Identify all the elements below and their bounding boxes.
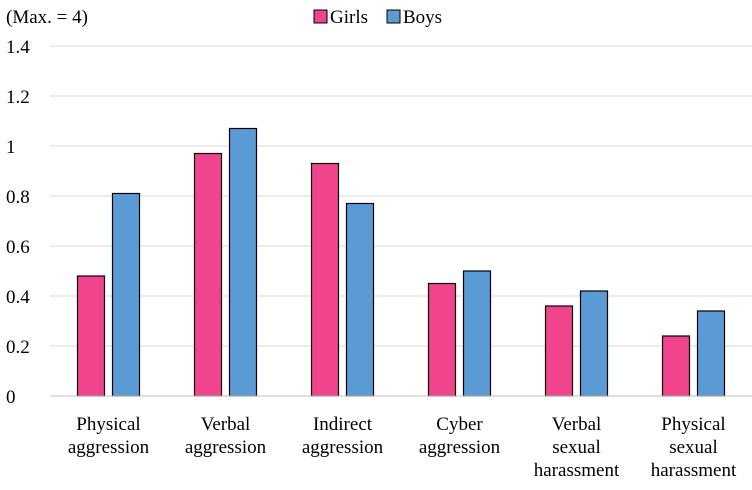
legend-swatch-girls xyxy=(313,9,328,24)
y-tick-label: 0.2 xyxy=(6,337,30,358)
bar-girls xyxy=(76,275,106,397)
x-category-label: Physical aggression xyxy=(68,414,150,458)
x-category-label: Physical sexual harassment xyxy=(651,414,737,481)
bar-boys xyxy=(696,310,726,397)
y-tick-label: 0.4 xyxy=(6,287,30,308)
y-tick-label: 0.6 xyxy=(6,237,30,258)
y-tick-label: 1.4 xyxy=(6,37,30,58)
bar-boys xyxy=(579,290,609,397)
legend: Girls Boys xyxy=(313,7,442,28)
x-category-label: Verbal aggression xyxy=(185,414,267,458)
gridlines xyxy=(50,45,752,347)
legend-swatch-boys xyxy=(386,9,401,24)
bar-girls xyxy=(310,162,340,397)
bar-girls xyxy=(193,152,223,397)
y-tick-label: 0 xyxy=(6,387,16,408)
unit-note: (Max. = 4) xyxy=(6,7,88,28)
y-tick-label: 1 xyxy=(6,137,16,158)
bars xyxy=(76,127,726,397)
bar-boys xyxy=(111,192,141,397)
bar-girls xyxy=(427,282,457,397)
y-tick-label: 1.2 xyxy=(6,87,30,108)
bar-boys xyxy=(345,202,375,397)
x-category-label: Cyber aggression xyxy=(419,414,501,458)
legend-label-girls: Girls xyxy=(330,7,368,28)
bar-boys xyxy=(462,270,492,397)
bar-boys xyxy=(228,127,258,397)
x-axis-labels: Physical aggression Verbal aggression Indire… xyxy=(68,414,737,481)
y-tick-label: 0.8 xyxy=(6,187,30,208)
y-axis-ticks: 0 0.2 0.4 0.6 0.8 1 1.2 1.4 xyxy=(6,37,30,408)
legend-label-boys: Boys xyxy=(403,7,442,28)
x-category-label: Indirect aggression xyxy=(302,414,384,458)
bar-girls xyxy=(661,335,691,397)
x-category-label: Verbal sexual harassment xyxy=(534,414,620,481)
bar-girls xyxy=(544,305,574,397)
